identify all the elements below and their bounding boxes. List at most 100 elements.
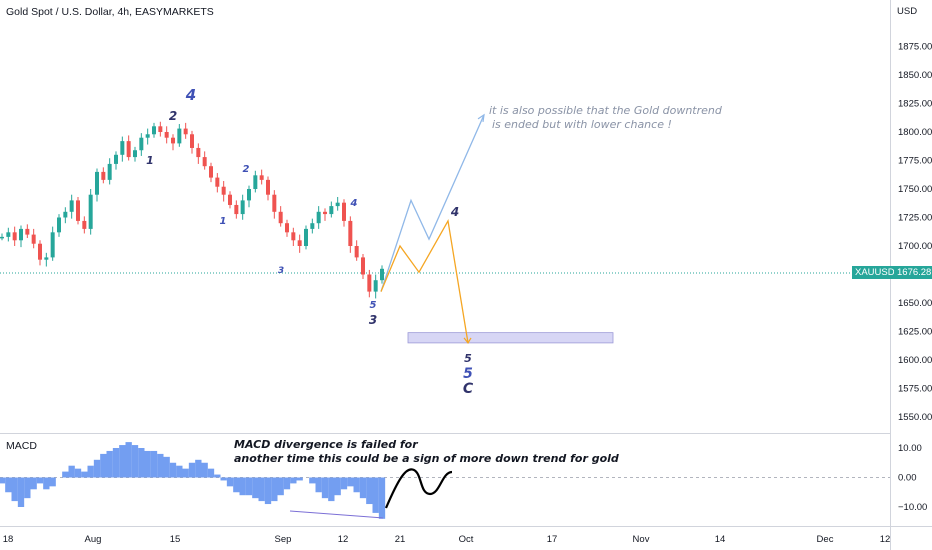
macd-projection-wave [384, 468, 453, 509]
price-tick-label: 1650.00 [898, 298, 932, 309]
macd-histogram-bar [233, 477, 240, 493]
divergence-line [289, 510, 384, 519]
candle-body [95, 171, 99, 195]
candle-body [38, 243, 42, 260]
macd-histogram-bar [24, 477, 31, 499]
time-tick-label: 18 [3, 534, 14, 545]
candle-body [304, 228, 308, 246]
wave-label: 2 [169, 109, 177, 123]
macd-tick-label: 0.00 [898, 473, 917, 484]
macd-histogram-bar [169, 462, 177, 478]
macd-histogram-bar [36, 477, 44, 484]
macd-histogram-bar [49, 477, 56, 487]
macd-histogram-bar [112, 448, 120, 478]
candle-body [240, 200, 245, 215]
macd-histogram-bar [106, 450, 113, 478]
price-tick-label: 1875.00 [898, 42, 932, 53]
macd-tick-label: 10.00 [898, 443, 922, 454]
macd-histogram-bar [163, 456, 170, 478]
candle-body [354, 246, 359, 258]
macd-histogram-bar [309, 477, 316, 484]
candle-body [183, 128, 188, 135]
time-tick-label: Dec [817, 534, 834, 545]
time-tick-label: 21 [395, 534, 406, 545]
candle-body [6, 232, 11, 237]
wave-label: 5 [370, 300, 377, 311]
target-zone [407, 332, 614, 344]
candle-body [285, 223, 289, 233]
macd-histogram-bar [226, 477, 234, 487]
price-tick-label: 1725.00 [898, 213, 932, 224]
wave-label: 5 [463, 366, 473, 382]
macd-histogram-bar [5, 477, 12, 493]
macd-histogram-bar [334, 477, 341, 496]
macd-histogram-bar [68, 465, 75, 478]
macd-histogram-bar [62, 471, 69, 478]
candle-body [253, 175, 258, 189]
macd-histogram-bar [315, 477, 322, 493]
macd-histogram-bar [138, 448, 145, 478]
macd-histogram-bar [201, 462, 208, 478]
candle-body [158, 126, 163, 132]
macd-histogram-bar [366, 477, 373, 505]
candle-body [380, 268, 384, 281]
scenario-note-line-1: it is also possible that the Gold downtr… [489, 104, 723, 117]
candle-body [266, 179, 270, 195]
price-tick-label: 1750.00 [898, 184, 932, 195]
candle-body [272, 194, 277, 212]
time-tick-label: Oct [459, 534, 474, 545]
macd-histogram-bar [188, 462, 196, 478]
symbol-tag: XAUUSD [852, 266, 898, 279]
macd-histogram-bar [340, 477, 348, 490]
candle-body [126, 141, 131, 158]
time-tick-label: 12 [880, 534, 891, 545]
panel-divider [0, 433, 890, 434]
price-tick-label: 1700.00 [898, 241, 932, 252]
candle-body [19, 228, 23, 241]
candle-body [107, 163, 112, 180]
candle-body [323, 211, 327, 215]
candle-body [335, 202, 340, 207]
macd-histogram-bar [11, 477, 18, 502]
candle-body [25, 228, 30, 235]
chart-title: Gold Spot / U.S. Dollar, 4h, EASYMARKETS [6, 6, 214, 18]
candle-body [196, 147, 201, 158]
time-axis-divider [0, 526, 932, 527]
macd-histogram-bar [182, 468, 189, 478]
macd-histogram-bar [296, 477, 303, 481]
main-projection-path [380, 218, 469, 344]
candle-body [120, 141, 125, 155]
candle-body [310, 223, 315, 229]
price-tick-label: 1600.00 [898, 355, 932, 366]
time-tick-label: 17 [547, 534, 558, 545]
time-tick-label: Aug [85, 534, 102, 545]
time-tick-label: Nov [633, 534, 650, 545]
macd-histogram-bar [220, 477, 227, 481]
macd-histogram-bar [119, 445, 126, 478]
candle-body [278, 211, 283, 224]
macd-histogram-bar [125, 442, 132, 478]
candle-body [82, 220, 87, 229]
candle-body [215, 177, 220, 187]
macd-histogram-bar [359, 477, 367, 499]
alternate-projection-arrow [477, 113, 485, 122]
candle-body [63, 211, 68, 218]
macd-histogram-bar [176, 465, 183, 478]
candle-body [50, 232, 55, 258]
macd-histogram-bar [131, 445, 139, 478]
macd-histogram-bar [372, 477, 379, 513]
macd-histogram-bar [239, 477, 246, 496]
macd-histogram-bar [195, 459, 202, 478]
macd-tick-label: −10.00 [898, 502, 927, 513]
macd-histogram-bar [144, 450, 151, 478]
macd-histogram-bar [347, 477, 354, 487]
candle-body [44, 257, 49, 260]
candle-body [342, 202, 346, 221]
alternate-projection-path [380, 114, 485, 292]
candle-body [164, 132, 169, 138]
time-tick-label: Sep [275, 534, 292, 545]
time-tick-label: 12 [338, 534, 349, 545]
macd-histogram-bar [207, 468, 215, 478]
wave-label: C [463, 381, 474, 397]
